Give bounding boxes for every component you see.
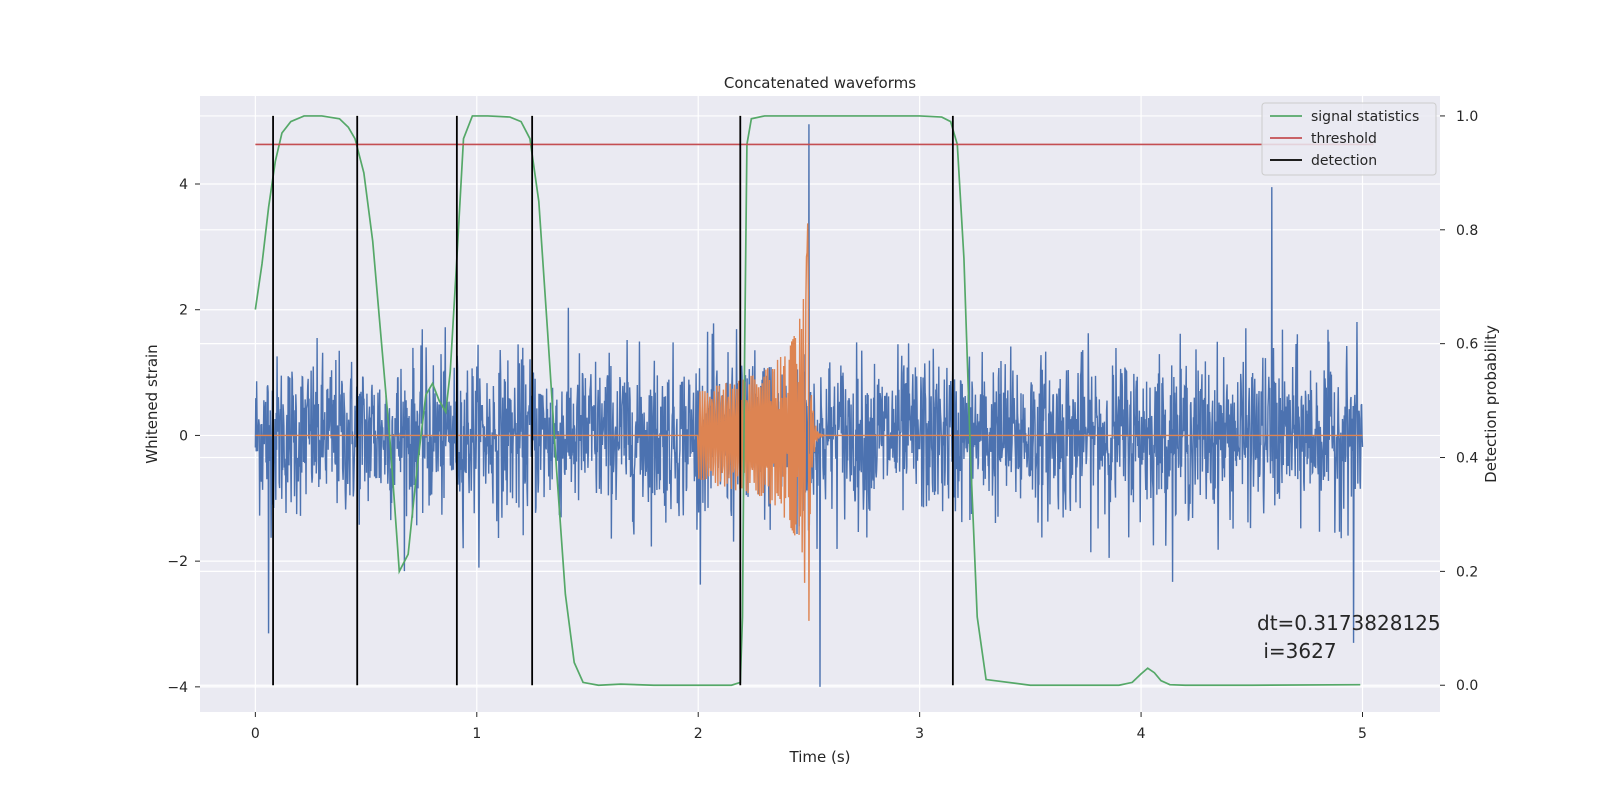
y2-tick-label-2: 0.4 [1456,451,1478,467]
y2-tick-label-0: 0.0 [1456,678,1478,694]
y-tick-label-3: 2 [179,303,188,319]
legend-label-2: detection [1311,153,1377,169]
y-tick-label-2: 0 [179,428,188,444]
y2-axis-ticks: 0.0 0.2 0.4 0.6 0.8 1.0 [1440,109,1478,694]
x-tick-label-0: 0 [251,726,260,742]
x-tick-label-1: 1 [472,726,481,742]
x-axis-ticks: 0 1 2 3 4 5 [251,712,1367,742]
x-tick-label-3: 3 [915,726,924,742]
detection-lines [272,115,954,686]
y2-tick-label-5: 1.0 [1456,109,1478,125]
annotation-index: i=3627 [1257,639,1337,663]
strain-series-line [254,124,1364,687]
injected-signal-line [255,223,1363,621]
signal-statistics-line [254,115,1361,687]
y2-tick-label-1: 0.2 [1456,564,1478,580]
legend-label-0: signal statistics [1311,109,1419,125]
chart-title: Concatenated waveforms [724,74,916,92]
legend-label-1: threshold [1311,131,1377,147]
y-tick-label-4: 4 [179,177,188,193]
y-axis-ticks: −4 −2 0 2 4 [167,177,200,696]
y-tick-label-0: −4 [167,680,188,696]
x-tick-label-5: 5 [1358,726,1367,742]
x-tick-label-2: 2 [694,726,703,742]
y2-axis-label: Detection probability [1482,325,1500,483]
annotation-dt: dt=0.3173828125 [1257,611,1441,635]
x-axis-label: Time (s) [789,748,851,766]
y-axis-label: Whitened strain [143,344,161,463]
legend-box [1261,102,1437,176]
y-tick-label-1: −2 [167,554,188,570]
x-tick-label-4: 4 [1137,726,1146,742]
y2-tick-label-3: 0.6 [1456,337,1478,353]
y2-tick-label-4: 0.8 [1456,223,1478,239]
legend: signal statistics threshold detection [1261,102,1437,176]
